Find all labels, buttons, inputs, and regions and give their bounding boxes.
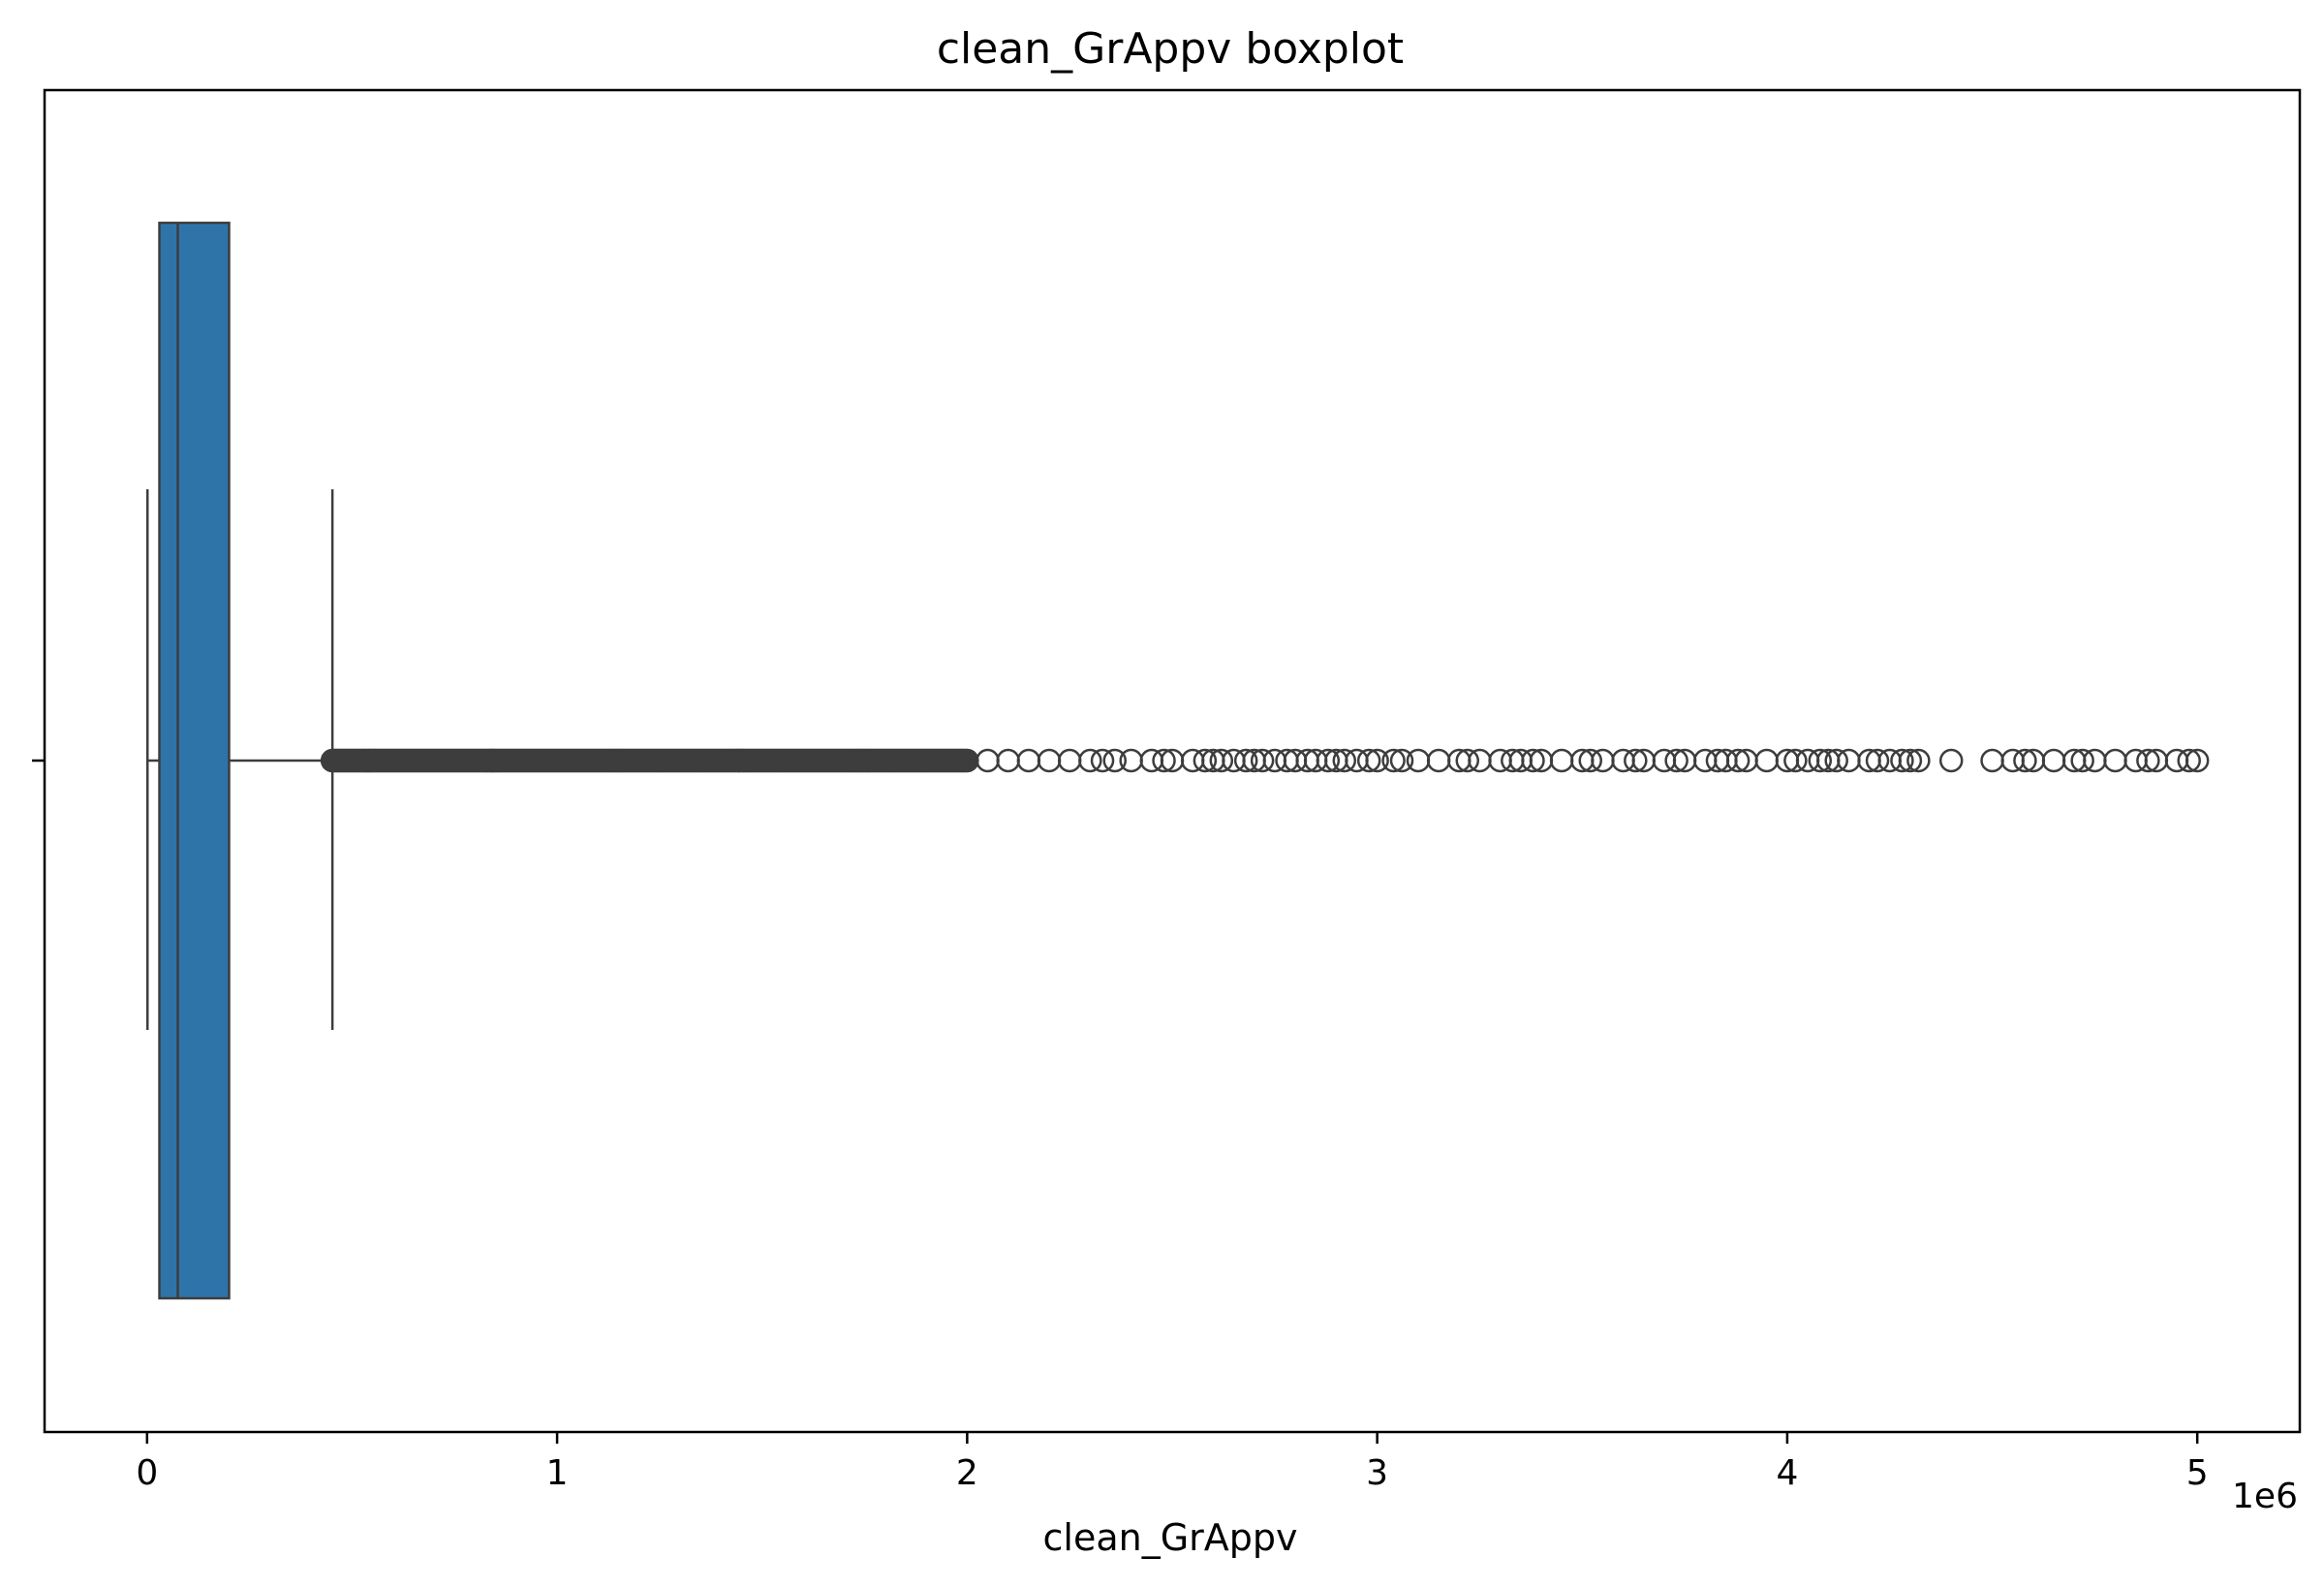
x-axis-offset-label: 1e6: [2232, 1477, 2298, 1516]
outlier-point: [1693, 748, 1718, 773]
outlier-point: [1877, 748, 1902, 773]
outlier-point: [1209, 748, 1234, 773]
outlier-point: [1725, 748, 1751, 773]
outlier-point: [1078, 748, 1102, 773]
x-tick-label: 5: [2186, 1453, 2209, 1493]
x-axis-label: clean_GrAppv: [1043, 1516, 1298, 1559]
box-layer: [145, 221, 334, 1300]
outlier-point: [1906, 748, 1931, 773]
outlier-point: [1037, 748, 1062, 773]
outlier-point: [1365, 748, 1389, 773]
outlier-point: [1455, 748, 1480, 773]
outlier-point: [1262, 748, 1287, 773]
outlier-point: [1152, 748, 1176, 773]
outlier-point: [2185, 748, 2210, 773]
outlier-point: [2136, 748, 2160, 773]
iqr-box: [158, 221, 231, 1300]
outlier-point: [1488, 748, 1512, 773]
outlier-point: [1624, 748, 1648, 773]
outlier-point: [1193, 748, 1218, 773]
outlier-point: [1381, 748, 1406, 773]
outlier-point: [1808, 748, 1833, 773]
outlier-point: [976, 748, 1000, 773]
outlier-point: [2177, 748, 2201, 773]
outlier-point: [1250, 748, 1275, 773]
x-tick-label: 2: [956, 1453, 978, 1493]
outlier-point: [1016, 748, 1041, 773]
outlier-point: [2123, 748, 2148, 773]
outlier-point: [1316, 748, 1341, 773]
outlier-point: [2083, 748, 2107, 773]
chart-title: clean_GrAppv boxplot: [937, 24, 1404, 74]
outlier-point: [1578, 748, 1602, 773]
outlier-point: [1426, 748, 1451, 773]
outlier-point: [1139, 748, 1164, 773]
outlier-point: [996, 748, 1020, 773]
outlier-point: [1754, 748, 1779, 773]
outlier-point: [1345, 748, 1369, 773]
outlier-point: [2013, 748, 2037, 773]
x-tick-label: 3: [1366, 1453, 1388, 1493]
outlier-point: [1865, 748, 1890, 773]
outlier-point: [1898, 748, 1923, 773]
x-tick-label: 4: [1776, 1453, 1798, 1493]
outlier-point: [1795, 748, 1820, 773]
outlier-point: [2000, 748, 2025, 773]
outlier-point: [1180, 748, 1205, 773]
outlier-point: [1521, 748, 1545, 773]
outlier-point: [1356, 748, 1381, 773]
outlier-point: [2041, 748, 2066, 773]
outlier-point: [1591, 748, 1615, 773]
outlier-point: [1468, 748, 1492, 773]
outlier-point: [1652, 748, 1677, 773]
outlier-point: [1119, 748, 1143, 773]
outlier-point: [1090, 748, 1115, 773]
outlier-point: [1824, 748, 1848, 773]
outlier-point: [1222, 748, 1246, 773]
outlier-point: [1102, 748, 1127, 773]
outlier-point: [1890, 748, 1914, 773]
outlier-point: [1664, 748, 1689, 773]
outlier-point: [1783, 748, 1808, 773]
outlier-point: [1389, 748, 1414, 773]
outlier-point: [1332, 748, 1357, 773]
outlier-point: [1057, 748, 1082, 773]
outlier-point: [1549, 748, 1574, 773]
x-tick-label: 0: [136, 1453, 158, 1493]
outlier-point: [2070, 748, 2094, 773]
outlier-point: [1938, 748, 1964, 773]
outlier-point: [1406, 748, 1431, 773]
outlier-point: [2164, 748, 2189, 773]
outlier-layer: [320, 748, 2210, 773]
x-tick-label: 1: [546, 1453, 569, 1493]
x-axis-ticks: 0 1 2 3 4 5: [136, 1432, 2209, 1493]
outlier-point: [1837, 748, 1861, 773]
outlier-point: [2103, 748, 2127, 773]
outlier-point: [1980, 748, 2004, 773]
outlier-point: [1611, 748, 1635, 773]
outlier-point: [1233, 748, 1258, 773]
